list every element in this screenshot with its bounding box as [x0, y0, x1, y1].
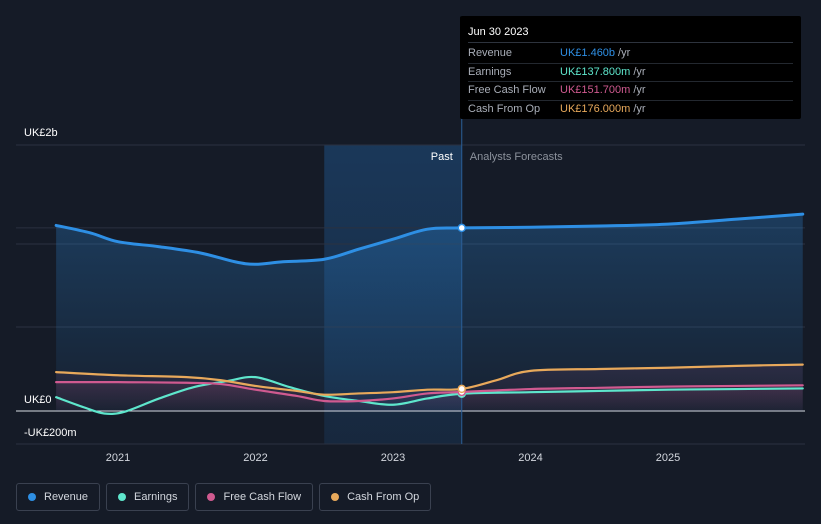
- tooltip-label: Cash From Op: [468, 102, 541, 115]
- tooltip: Jun 30 2023 Revenue UK£1.460b /yr Earnin…: [460, 16, 801, 119]
- legend-item-revenue[interactable]: Revenue: [16, 483, 101, 511]
- x-tick-label: 2023: [381, 452, 405, 464]
- x-tick-label: 2021: [106, 452, 130, 464]
- legend: Revenue Earnings Free Cash Flow Cash Fro…: [16, 483, 432, 511]
- tooltip-value: UK£176.000m: [560, 102, 631, 115]
- y-tick-label: UK£2b: [24, 127, 58, 139]
- tooltip-unit: /yr: [633, 65, 646, 78]
- legend-dot-icon: [118, 493, 127, 501]
- legend-label: Cash From Op: [347, 491, 420, 503]
- legend-label: Revenue: [44, 491, 89, 503]
- area-cash-from-op: [56, 364, 803, 411]
- y-tick-label: UK£0: [24, 394, 52, 406]
- tooltip-row-revenue: Revenue UK£1.460b /yr: [468, 45, 793, 64]
- past-label: Past: [431, 151, 453, 163]
- tooltip-label: Revenue: [468, 47, 513, 59]
- tooltip-row-free-cash-flow: Free Cash Flow UK£151.700m /yr: [468, 82, 793, 101]
- legend-label: Earnings: [134, 491, 178, 503]
- legend-dot-icon: [331, 493, 340, 501]
- tooltip-label: Free Cash Flow: [468, 84, 546, 96]
- tooltip-unit: /yr: [633, 84, 646, 96]
- line-cash-from-op: [55, 363, 804, 396]
- x-tick-label: 2025: [656, 452, 680, 464]
- line-earnings: [55, 375, 804, 415]
- legend-item-free-cash-flow[interactable]: Free Cash Flow: [195, 483, 314, 511]
- line-revenue: [54, 212, 805, 266]
- tooltip-label: Earnings: [468, 65, 512, 78]
- tooltip-unit: /yr: [618, 47, 631, 59]
- forecast-label: Analysts Forecasts: [470, 151, 563, 163]
- axes: UK£2b UK£0 -UK£200m 2021 2022 2023 2024 2025: [24, 127, 680, 464]
- tooltip-value: UK£151.700m: [560, 84, 631, 96]
- x-tick-label: 2024: [518, 452, 542, 464]
- tooltip-date: Jun 30 2023: [468, 24, 793, 43]
- series-lines: [54, 212, 805, 415]
- legend-item-cash-from-op[interactable]: Cash From Op: [319, 483, 432, 511]
- y-tick-label: -UK£200m: [24, 427, 77, 439]
- hover-markers: [457, 223, 466, 398]
- tooltip-value: UK£1.460b: [560, 47, 616, 59]
- x-tick-label: 2022: [243, 452, 267, 464]
- legend-dot-icon: [207, 493, 216, 501]
- tooltip-row-cash-from-op: Cash From Op UK£176.000m /yr: [468, 101, 793, 119]
- marker-revenue: [457, 223, 466, 233]
- legend-item-earnings[interactable]: Earnings: [106, 483, 190, 511]
- marker-cash-from-op: [457, 384, 466, 394]
- tooltip-unit: /yr: [633, 102, 646, 115]
- tooltip-value: UK£137.800m: [560, 65, 631, 78]
- tooltip-row-earnings: Earnings UK£137.800m /yr: [468, 64, 793, 82]
- legend-label: Free Cash Flow: [223, 491, 302, 503]
- legend-dot-icon: [28, 493, 36, 501]
- line-free-cash-flow: [55, 381, 804, 403]
